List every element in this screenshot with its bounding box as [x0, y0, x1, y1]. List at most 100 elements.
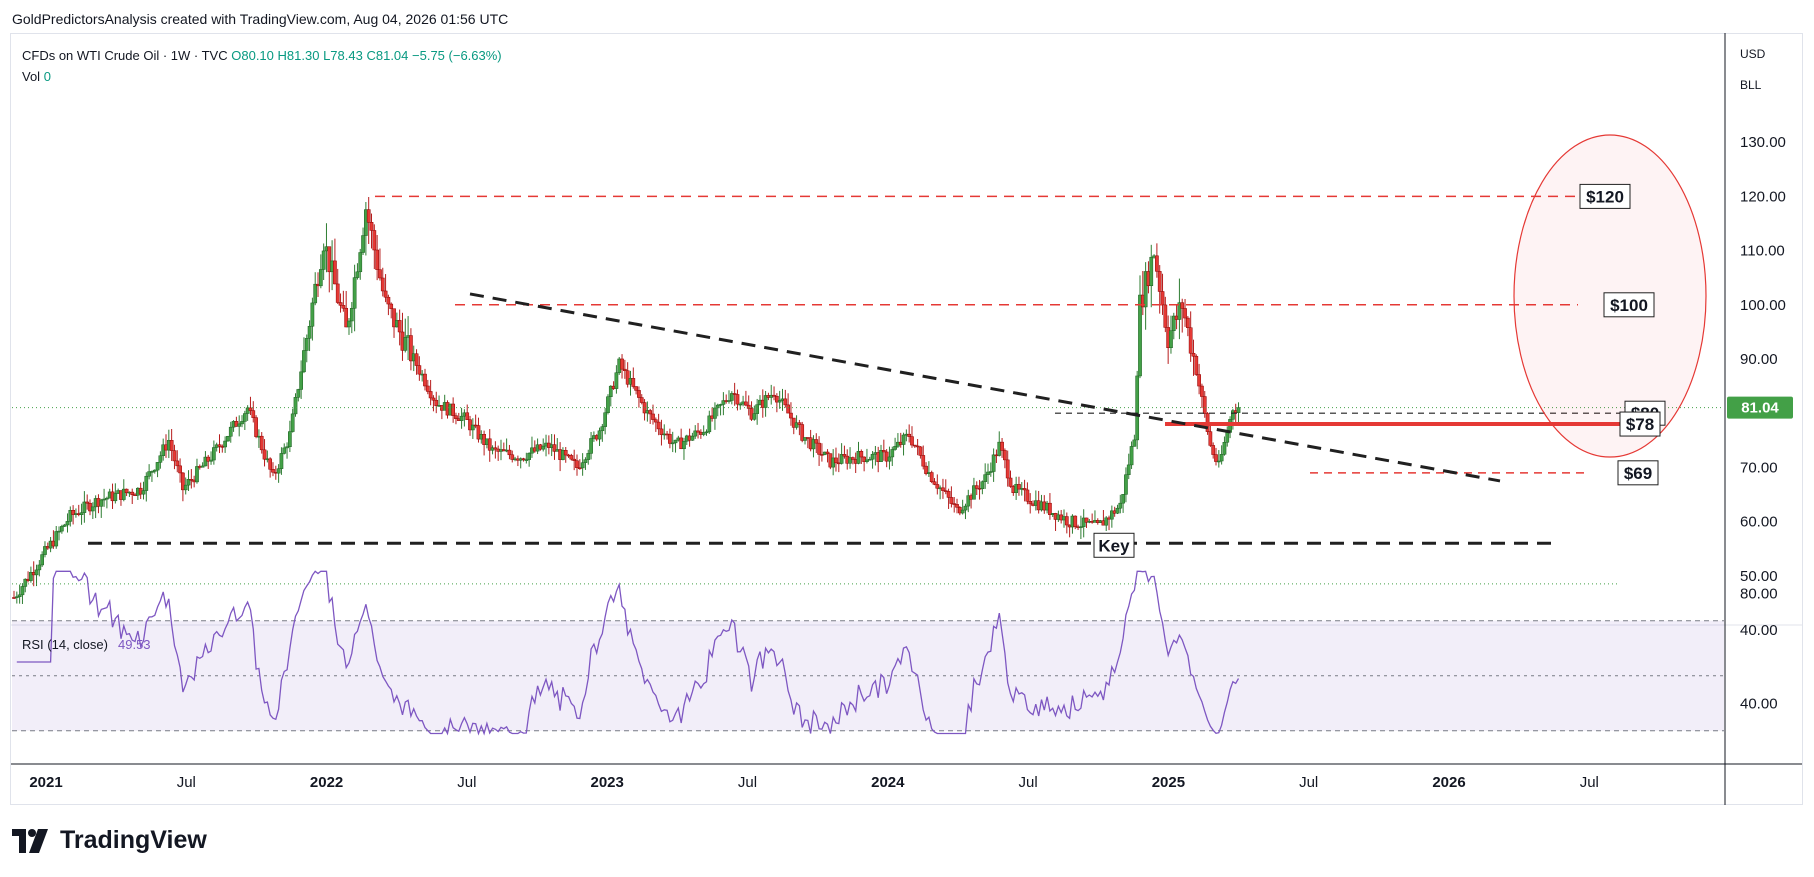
candle-body	[859, 451, 864, 458]
candle-body	[397, 320, 402, 333]
candle-body	[1177, 302, 1182, 320]
unit-bll[interactable]: BLL	[1740, 78, 1762, 92]
candle-body	[577, 467, 582, 470]
candle-body	[79, 512, 84, 515]
candle-body	[910, 436, 914, 446]
candle-body	[867, 458, 872, 461]
candle-body	[20, 586, 25, 596]
candle-body	[606, 396, 610, 413]
candle-body	[580, 462, 585, 469]
candle-body	[729, 393, 734, 401]
candle-body	[352, 277, 357, 309]
candle-body	[454, 415, 458, 419]
candle-body	[983, 474, 988, 482]
x-tick-label: Jul	[738, 774, 757, 791]
candle-body	[924, 465, 928, 474]
high-value: H81.30	[277, 48, 320, 63]
y-tick-label: 100.00	[1740, 297, 1786, 314]
tradingview-brand[interactable]: TradingView	[12, 826, 207, 855]
candle-body	[825, 451, 830, 454]
candle-body	[181, 472, 185, 491]
candle-body	[839, 454, 844, 464]
candle-body	[276, 468, 281, 474]
candle-body	[1225, 432, 1230, 443]
candle-body	[62, 524, 67, 527]
candle-body	[907, 433, 912, 437]
rsi-title: RSI (14, close)	[22, 637, 108, 652]
candle-body	[608, 385, 613, 397]
candle-body	[946, 491, 951, 498]
rsi-tick-label: 40.00	[1740, 695, 1778, 712]
candle-body	[707, 415, 712, 433]
x-tick-label: 2024	[871, 774, 905, 791]
candle-body	[524, 459, 529, 461]
candle-body	[318, 269, 323, 287]
candle-body	[14, 596, 19, 598]
candle-body	[1126, 464, 1131, 475]
candle-body	[893, 446, 897, 450]
candle-body	[476, 425, 481, 440]
candle-body	[65, 521, 70, 526]
candle-body	[1132, 439, 1137, 447]
level-label: $100	[1610, 296, 1648, 315]
candle-body	[380, 277, 385, 292]
candle-body	[290, 413, 295, 432]
x-tick-label: Jul	[177, 774, 196, 791]
candle-body	[623, 368, 627, 371]
candle-body	[451, 403, 455, 416]
candle-body	[1129, 446, 1134, 466]
candle-body	[71, 510, 75, 515]
candle-body	[383, 290, 388, 298]
volume-label[interactable]: Vol	[22, 69, 41, 84]
symbol-label[interactable]: CFDs on WTI Crude Oil · 1W · TVC	[22, 48, 228, 63]
candle-body	[248, 407, 253, 411]
candle-body	[1188, 327, 1193, 354]
candle-body	[288, 431, 292, 448]
candle-body	[797, 422, 802, 425]
candle-body	[865, 459, 869, 462]
candle-body	[887, 456, 892, 462]
candle-body	[1025, 489, 1030, 502]
chart-legend: CFDs on WTI Crude Oil · 1W · TVC O80.10 …	[22, 45, 502, 87]
candle-body	[941, 487, 945, 491]
y-tick-label: 120.00	[1740, 188, 1786, 205]
candle-body	[929, 472, 934, 482]
candle-body	[212, 447, 216, 461]
candle-body	[271, 469, 275, 473]
candle-body	[17, 594, 22, 597]
candle-body	[85, 501, 90, 504]
candle-body	[746, 404, 751, 409]
candle-body	[659, 428, 664, 435]
candle-body	[932, 481, 937, 485]
candle-body	[364, 209, 368, 236]
candle-body	[625, 370, 630, 385]
candle-body	[195, 466, 199, 483]
candle-body	[206, 456, 211, 462]
candle-body	[321, 250, 326, 270]
x-tick-label: 2026	[1432, 774, 1465, 791]
candle-body	[1155, 255, 1159, 272]
candle-body	[794, 422, 799, 428]
y-tick-label: 40.00	[1740, 622, 1778, 639]
currency-box[interactable]: USD BLL	[1728, 39, 1796, 101]
currency-usd[interactable]: USD	[1740, 47, 1766, 61]
candle-body	[335, 283, 340, 303]
level-label: Key	[1098, 536, 1130, 555]
candle-body	[43, 546, 47, 555]
candle-body	[1183, 308, 1187, 319]
candle-body	[783, 398, 788, 406]
candle-body	[310, 302, 315, 327]
candle-body	[1028, 500, 1033, 505]
candle-body	[510, 454, 515, 460]
candle-body	[403, 337, 408, 351]
candle-body	[1208, 431, 1213, 446]
candle-body	[57, 530, 61, 533]
candle-body	[1160, 291, 1165, 306]
candle-body	[299, 371, 303, 390]
candle-body	[696, 430, 700, 433]
level-label: $120	[1586, 187, 1624, 206]
candle-body	[1118, 502, 1123, 509]
candle-body	[718, 404, 723, 406]
candle-body	[1191, 352, 1196, 357]
